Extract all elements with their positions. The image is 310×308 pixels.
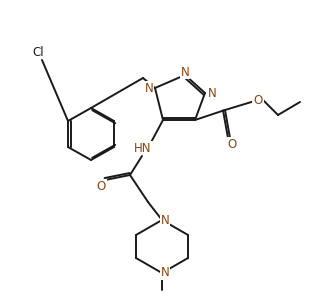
Text: HN: HN xyxy=(134,141,152,155)
Text: O: O xyxy=(227,137,237,151)
Text: N: N xyxy=(181,66,189,79)
Text: O: O xyxy=(96,180,106,192)
Text: Cl: Cl xyxy=(32,46,44,59)
Text: N: N xyxy=(161,213,169,226)
Text: N: N xyxy=(208,87,216,99)
Text: N: N xyxy=(161,266,169,279)
Text: O: O xyxy=(253,94,263,107)
Text: N: N xyxy=(145,82,153,95)
